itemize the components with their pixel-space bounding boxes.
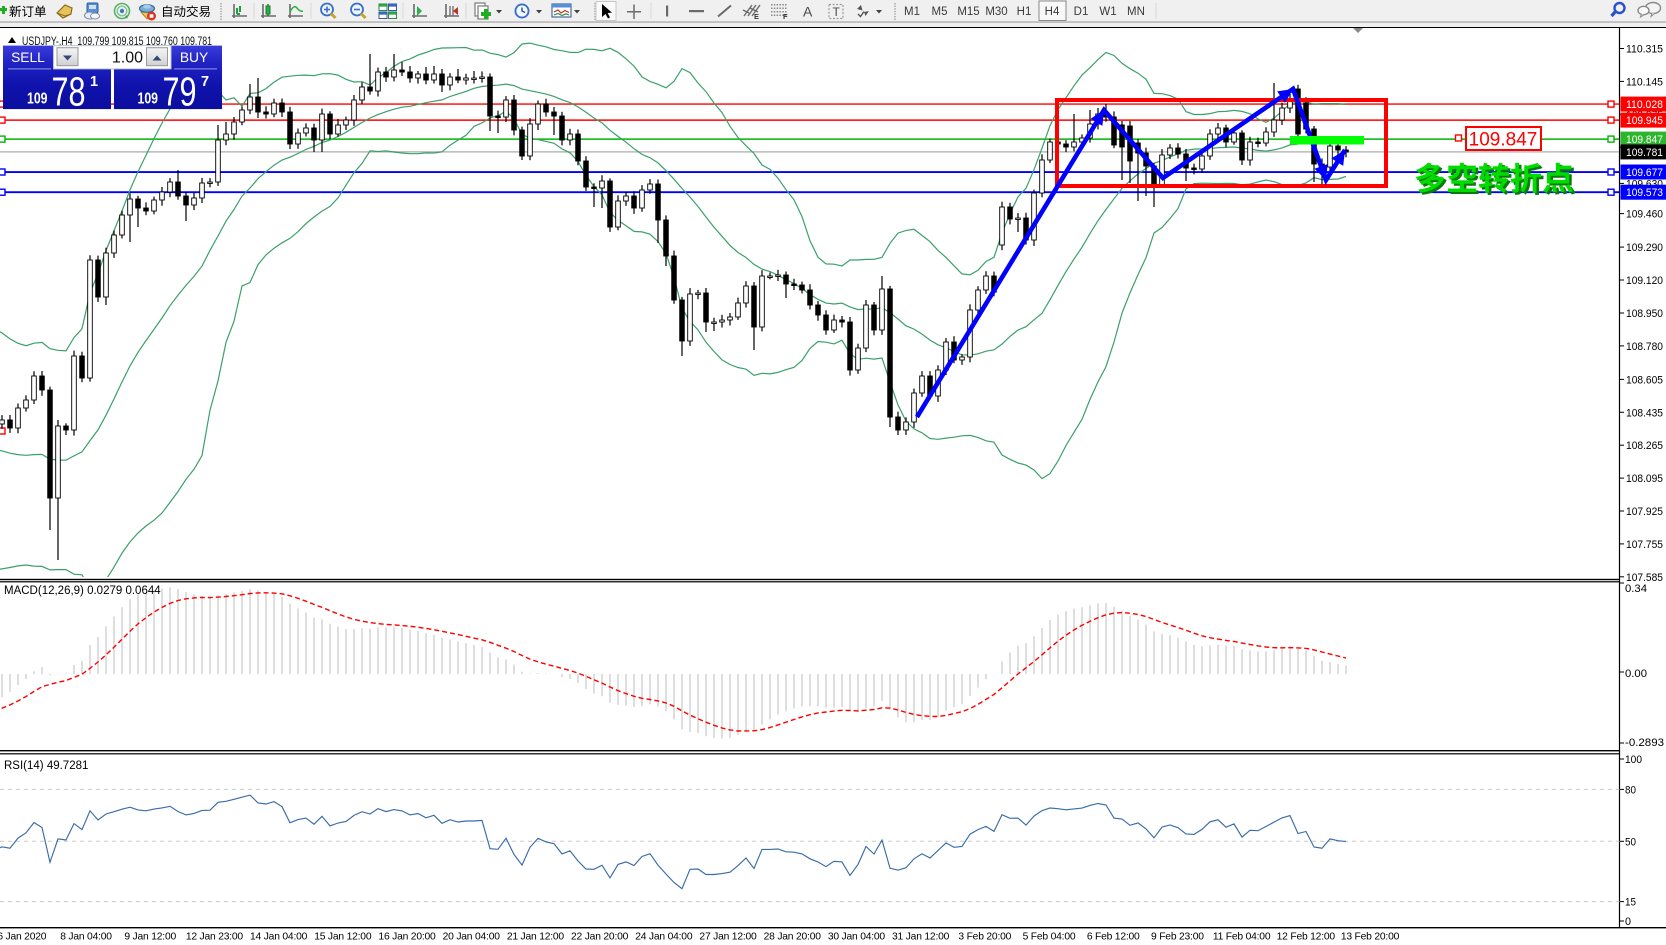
svg-text:7: 7 (201, 74, 209, 90)
svg-text:SELL: SELL (11, 50, 45, 65)
svg-text:6 Jan 2020: 6 Jan 2020 (0, 932, 47, 943)
svg-text:12 Jan 23:00: 12 Jan 23:00 (186, 932, 244, 943)
svg-text:107.925: 107.925 (1626, 506, 1663, 518)
svg-text:MN: MN (1127, 6, 1145, 18)
svg-text:109.120: 109.120 (1626, 275, 1663, 287)
svg-text:110.028: 110.028 (1626, 99, 1663, 111)
svg-text:T: T (833, 5, 841, 19)
svg-text:108.095: 108.095 (1626, 473, 1663, 485)
svg-text:107.755: 107.755 (1626, 539, 1663, 551)
svg-text:M1: M1 (904, 6, 920, 18)
svg-text:109: 109 (27, 91, 48, 108)
svg-text:11 Feb 04:00: 11 Feb 04:00 (1213, 932, 1271, 943)
svg-text:108.950: 108.950 (1626, 308, 1663, 320)
svg-text:8 Jan 04:00: 8 Jan 04:00 (60, 932, 112, 943)
svg-text:108.780: 108.780 (1626, 341, 1663, 353)
svg-text:BUY: BUY (180, 50, 208, 65)
svg-text:109.781: 109.781 (1626, 147, 1663, 159)
svg-text:9 Jan 12:00: 9 Jan 12:00 (124, 932, 176, 943)
svg-text:80: 80 (1625, 784, 1636, 796)
svg-text:109.677: 109.677 (1626, 167, 1663, 179)
svg-text:20 Jan 04:00: 20 Jan 04:00 (443, 932, 501, 943)
svg-text:15: 15 (1625, 897, 1636, 909)
svg-text:110.145: 110.145 (1626, 76, 1663, 88)
svg-text:5 Feb 04:00: 5 Feb 04:00 (1023, 932, 1076, 943)
svg-text:109.847: 109.847 (1626, 134, 1663, 146)
svg-text:15 Jan 12:00: 15 Jan 12:00 (314, 932, 372, 943)
svg-text:F: F (783, 12, 788, 21)
svg-text:31 Jan 12:00: 31 Jan 12:00 (892, 932, 950, 943)
svg-text:110.315: 110.315 (1626, 44, 1663, 56)
svg-text:12 Feb 12:00: 12 Feb 12:00 (1277, 932, 1336, 943)
svg-text:E: E (754, 12, 759, 21)
svg-text:24 Jan 04:00: 24 Jan 04:00 (635, 932, 693, 943)
svg-text:109.290: 109.290 (1626, 242, 1663, 254)
svg-text:USDJPY-,H4 109.799 109.815 10: USDJPY-,H4 109.799 109.815 109.760 109.7… (22, 36, 212, 48)
svg-text:30 Jan 04:00: 30 Jan 04:00 (828, 932, 886, 943)
svg-text:108.605: 108.605 (1626, 374, 1663, 386)
svg-text:1: 1 (90, 74, 98, 90)
svg-text:6 Feb 12:00: 6 Feb 12:00 (1087, 932, 1140, 943)
svg-text:50: 50 (1625, 836, 1636, 848)
svg-text:109.460: 109.460 (1626, 209, 1663, 221)
svg-text:108.435: 108.435 (1626, 407, 1663, 419)
svg-text:0.00: 0.00 (1625, 668, 1647, 680)
svg-text:16 Jan 20:00: 16 Jan 20:00 (378, 932, 436, 943)
svg-text:109: 109 (138, 91, 159, 108)
svg-text:109.945: 109.945 (1626, 115, 1663, 127)
svg-text:M30: M30 (985, 6, 1007, 18)
svg-text:9 Feb 23:00: 9 Feb 23:00 (1151, 932, 1204, 943)
svg-text:108.265: 108.265 (1626, 440, 1663, 452)
svg-text:H4: H4 (1045, 6, 1060, 18)
svg-text:MACD(12,26,9) 0.0279 0.0644: MACD(12,26,9) 0.0279 0.0644 (4, 585, 161, 597)
svg-text:3 Feb 20:00: 3 Feb 20:00 (958, 932, 1011, 943)
svg-text:21 Jan 12:00: 21 Jan 12:00 (507, 932, 565, 943)
svg-text:22 Jan 20:00: 22 Jan 20:00 (571, 932, 629, 943)
svg-text:D1: D1 (1074, 6, 1089, 18)
svg-text:0: 0 (1625, 916, 1631, 928)
svg-text:107.585: 107.585 (1626, 572, 1663, 584)
svg-text:27 Jan 12:00: 27 Jan 12:00 (699, 932, 757, 943)
svg-text:M15: M15 (957, 6, 979, 18)
svg-text:W1: W1 (1099, 6, 1116, 18)
svg-text:78: 78 (52, 69, 86, 115)
svg-text:79: 79 (163, 69, 197, 115)
svg-text:1.00: 1.00 (112, 50, 143, 67)
svg-text:13 Feb 20:00: 13 Feb 20:00 (1341, 932, 1400, 943)
svg-text:109.847: 109.847 (1469, 130, 1538, 151)
svg-text:109.573: 109.573 (1626, 187, 1663, 199)
svg-text:28 Jan 20:00: 28 Jan 20:00 (764, 932, 822, 943)
svg-text:14 Jan 04:00: 14 Jan 04:00 (250, 932, 308, 943)
svg-text:A: A (803, 4, 813, 20)
svg-text:0.34: 0.34 (1625, 583, 1647, 595)
svg-text:100: 100 (1625, 754, 1642, 766)
svg-text:H1: H1 (1017, 6, 1032, 18)
svg-text:M5: M5 (932, 6, 948, 18)
svg-text:RSI(14) 49.7281: RSI(14) 49.7281 (4, 760, 88, 772)
svg-text:-0.2893: -0.2893 (1625, 737, 1664, 749)
